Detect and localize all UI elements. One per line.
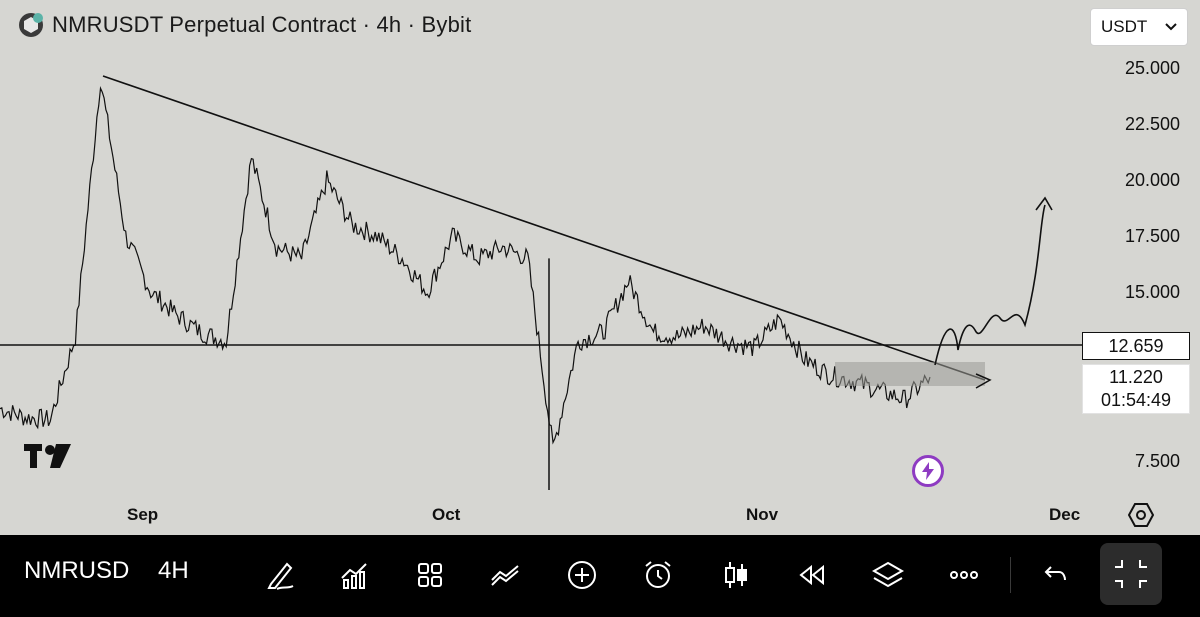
trendline: [102, 75, 986, 381]
y-tick-label: 20.000: [1124, 170, 1180, 190]
drawing-tool-button[interactable]: [258, 553, 302, 597]
chevron-down-icon: [1165, 23, 1177, 31]
chart-title: NMRUSDT Perpetual Contract · 4h · Bybit: [52, 12, 472, 37]
last-price-tag: 11.220 01:54:49: [1082, 364, 1190, 414]
chart-settings-icon[interactable]: [1128, 502, 1154, 528]
more-dots-icon: [950, 571, 978, 579]
replay-button[interactable]: [790, 553, 834, 597]
rewind-icon: [799, 564, 824, 586]
y-tick-label: 22.500: [1124, 114, 1180, 134]
layers-button[interactable]: [866, 553, 910, 597]
chart-canvas[interactable]: [0, 0, 1200, 535]
last-price: 11.220: [1109, 367, 1163, 387]
indicators-button[interactable]: [332, 553, 376, 597]
compare-button[interactable]: [484, 553, 528, 597]
y-tick-label: 7.500: [1134, 451, 1180, 471]
x-tick-label: Oct: [432, 505, 461, 524]
projection-path: [934, 204, 1046, 366]
numeraire-logo-icon: [19, 13, 43, 37]
bottom-toolbar: NMRUSD 4H: [0, 535, 1200, 617]
candlestick-icon: [725, 562, 747, 588]
alarm-clock-icon: [645, 561, 671, 588]
undo-button[interactable]: [1032, 553, 1076, 597]
consolidation-box: [835, 362, 985, 386]
chart-type-button[interactable]: [714, 553, 758, 597]
add-button[interactable]: [560, 553, 604, 597]
y-tick-label: 25.000: [1124, 58, 1180, 78]
title-row: NMRUSDT Perpetual Contract · 4h · Bybit: [18, 12, 471, 38]
currency-label: USDT: [1101, 17, 1148, 36]
chart-bars-icon: [341, 563, 367, 589]
layers-icon: [871, 561, 905, 588]
collapse-icon: [1115, 560, 1147, 588]
y-tick-label: 17.500: [1124, 226, 1180, 246]
pen-icon: [267, 562, 294, 590]
alert-button[interactable]: [636, 553, 680, 597]
more-button[interactable]: [942, 553, 986, 597]
symbol-label[interactable]: NMRUSD: [24, 557, 130, 584]
bar-countdown: 01:54:49: [1100, 390, 1172, 410]
chart-area[interactable]: NMRUSDT Perpetual Contract · 4h · Bybit …: [0, 0, 1200, 535]
currency-select[interactable]: USDT: [1090, 8, 1188, 46]
layouts-button[interactable]: [408, 553, 452, 597]
lightning-icon: [922, 462, 934, 480]
horizontal-level-price-tag: 12.659: [1082, 332, 1190, 360]
lightning-alert-button[interactable]: [912, 455, 944, 487]
y-tick-label: 15.000: [1124, 282, 1180, 302]
x-tick-label: Nov: [746, 505, 779, 524]
compare-lines-icon: [491, 565, 519, 586]
x-tick-label: Sep: [127, 505, 159, 524]
price-line: [0, 86, 931, 445]
x-tick-label: Dec: [1049, 505, 1081, 524]
exit-fullscreen-button[interactable]: [1100, 543, 1162, 605]
projection-arrow-head: [1035, 196, 1053, 211]
toolbar-divider: [1010, 557, 1011, 593]
undo-icon: [1044, 566, 1066, 581]
price-series: [0, 86, 931, 490]
grid-icon: [418, 563, 442, 587]
interval-label[interactable]: 4H: [158, 557, 189, 584]
arrow-right: [975, 373, 992, 389]
plus-circle-icon: [568, 561, 596, 589]
tradingview-logo-icon: [24, 444, 71, 468]
